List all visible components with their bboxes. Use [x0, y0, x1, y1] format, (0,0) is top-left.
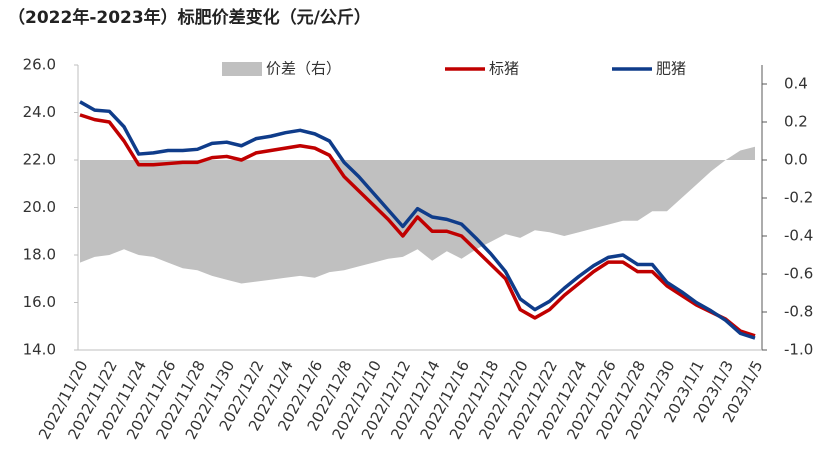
y2-tick-label: -0.4: [784, 227, 813, 245]
legend-label: 肥猪: [656, 60, 686, 78]
y-tick-label: 24.0: [23, 103, 56, 121]
y2-tick-label: -0.8: [784, 303, 813, 321]
y2-tick-label: 0.2: [784, 113, 808, 131]
legend-label: 价差（右）: [266, 60, 341, 78]
y-tick-label: 26.0: [23, 56, 56, 74]
y2-tick-label: -0.6: [784, 265, 813, 283]
y-tick-label: 18.0: [23, 246, 56, 264]
area: [80, 146, 755, 284]
y-tick-label: 14.0: [23, 341, 56, 359]
line: [79, 100, 756, 340]
y-tick-label: 20.0: [23, 198, 56, 216]
y2-tick-label: 0.4: [784, 75, 808, 93]
chart-title: （2022年-2023年）标肥价差变化（元/公斤）: [8, 7, 371, 28]
y-tick-label: 16.0: [23, 293, 56, 311]
y2-tick-label: 0.0: [784, 151, 808, 169]
y2-tick-label: -0.2: [784, 189, 813, 207]
y-tick-label: 22.0: [23, 151, 56, 169]
legend-label: 标猪: [489, 60, 519, 78]
y2-tick-label: -1.0: [784, 341, 813, 359]
line: [79, 113, 756, 338]
legend-swatch: [222, 62, 262, 76]
